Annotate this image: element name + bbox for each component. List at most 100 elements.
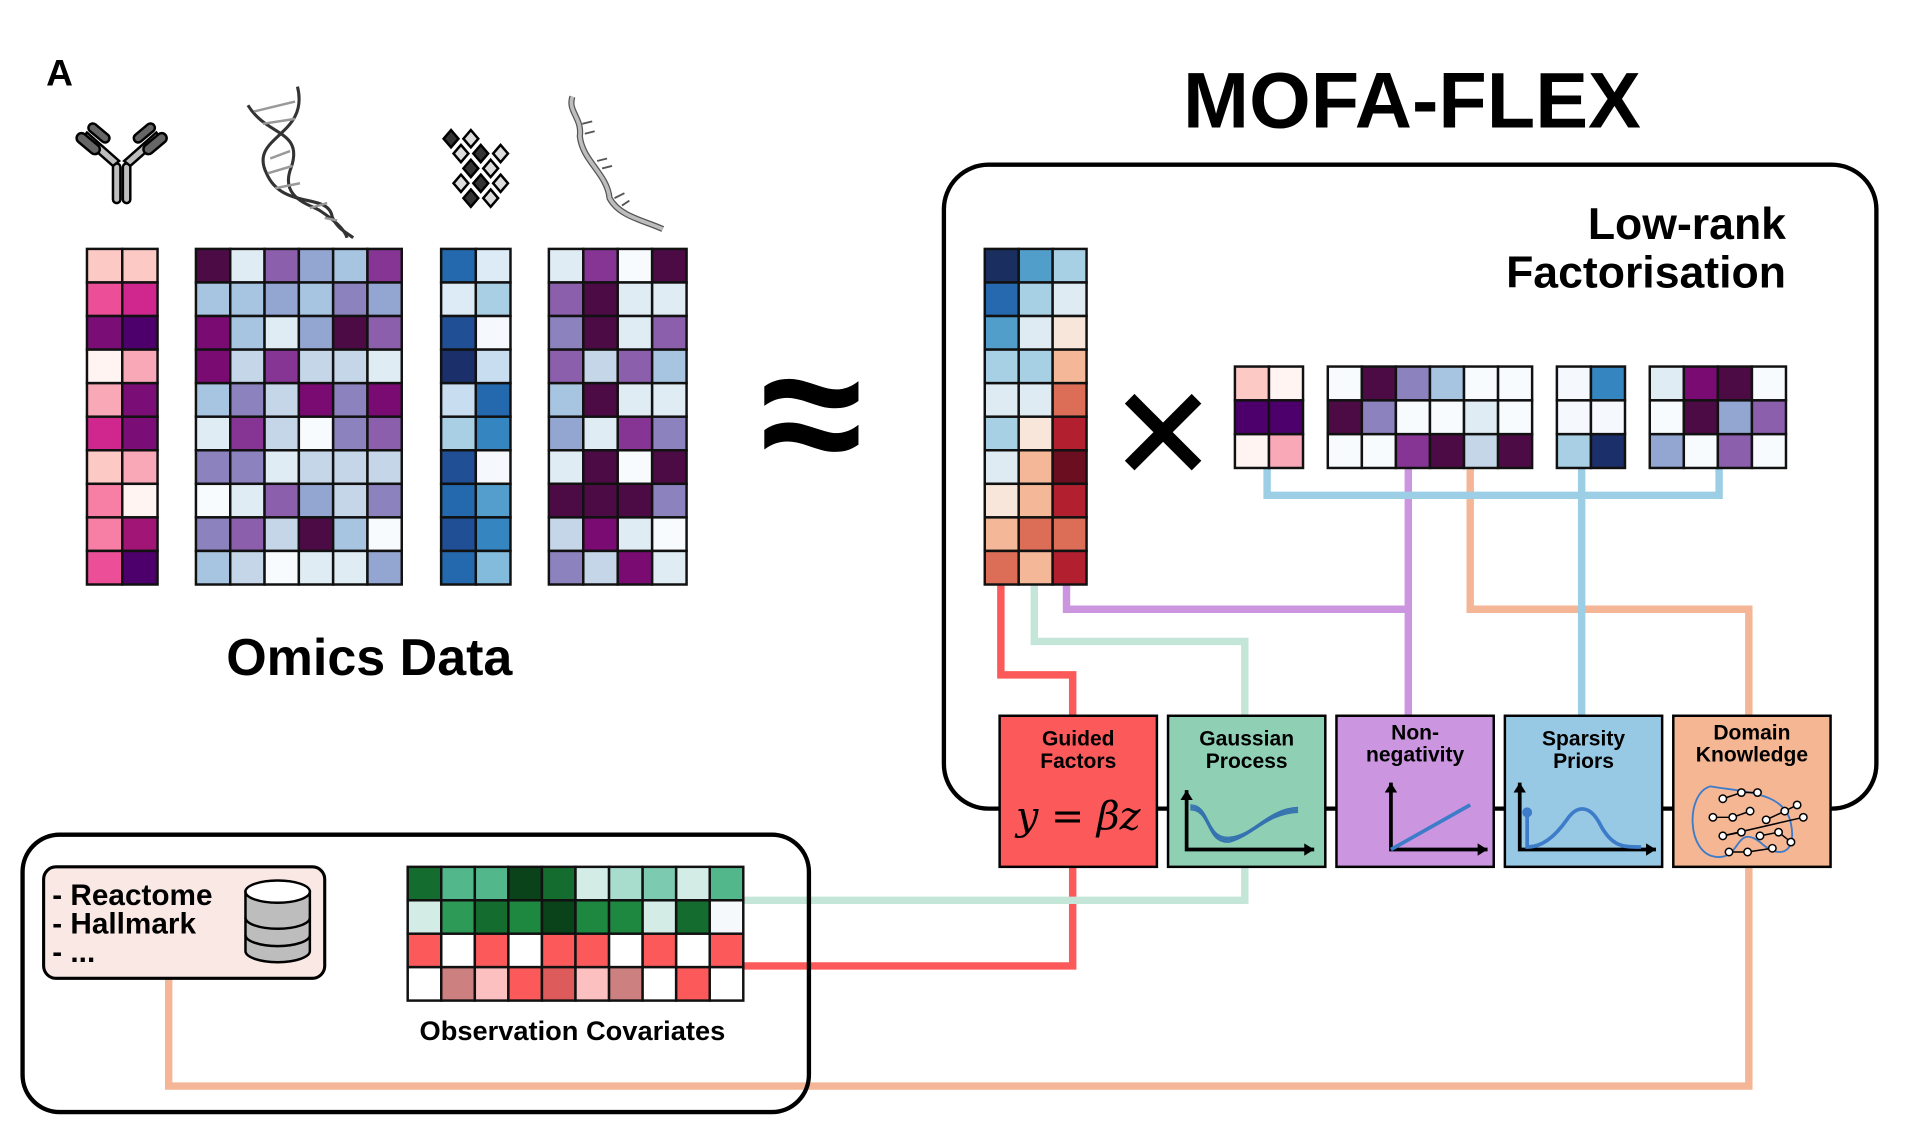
matrix-cell <box>229 348 266 385</box>
matrix-cell <box>474 516 512 553</box>
matrix-cell <box>366 247 403 284</box>
matrix-cell <box>1360 432 1398 470</box>
matrix-cell <box>1326 365 1364 402</box>
matrix-cell <box>1496 399 1534 436</box>
gp-sample-curve <box>1190 809 1299 843</box>
matrix-cell <box>650 482 688 519</box>
matrix-cell <box>263 247 301 284</box>
arrowheads <box>1384 782 1488 856</box>
matrix-cell <box>983 247 1020 284</box>
matrix-cell <box>263 381 301 418</box>
matrix-cell <box>1589 432 1627 470</box>
matrix-cell <box>1555 432 1593 470</box>
module-title-line2: Factors <box>1040 750 1116 773</box>
matrix-cell <box>1051 549 1088 586</box>
matrix-cell <box>674 932 711 969</box>
matrix-cell <box>474 549 512 586</box>
connector-purple <box>1062 468 1412 716</box>
matrix-cell <box>983 482 1020 519</box>
matrix-cell <box>616 348 654 385</box>
matrix-cell <box>582 247 619 284</box>
matrix-cell <box>650 381 688 418</box>
matrix-cell <box>616 549 654 586</box>
matrix-cell <box>547 314 585 351</box>
matrices <box>85 247 1788 1002</box>
matrix-cell <box>582 449 619 486</box>
linear-line <box>1390 803 1472 852</box>
matrix-cell <box>540 899 577 935</box>
matrix-cell <box>1394 365 1432 402</box>
network-node <box>1718 831 1728 841</box>
matrix-cell <box>194 314 232 351</box>
matrix-cell <box>1017 381 1054 418</box>
matrix-cell <box>1051 415 1088 452</box>
network-node <box>1774 827 1784 837</box>
matrix-cell <box>121 281 159 318</box>
matrix-cell <box>547 482 585 519</box>
matrix-cell <box>650 449 688 486</box>
matrix-cell <box>607 865 644 902</box>
matrix-cell <box>650 281 688 318</box>
covariates-matrix <box>406 865 745 1002</box>
matrix-cell <box>263 281 301 318</box>
matrix-cell <box>1716 365 1754 402</box>
matrix-cell <box>473 932 510 969</box>
matrix-cell <box>582 415 619 452</box>
matrix-cell <box>983 348 1020 385</box>
matrix-cell <box>331 449 369 486</box>
database-item-reactome: - Reactome <box>52 879 212 912</box>
matrix-cell <box>194 348 232 385</box>
matrix-cell <box>507 899 544 935</box>
matrix-cell <box>1428 432 1466 470</box>
matrix-cell <box>1051 449 1088 486</box>
matrix-cell <box>582 348 619 385</box>
spike-slab-curve <box>1525 807 1642 849</box>
database-icon <box>244 879 312 964</box>
matrix-cell <box>1682 399 1720 436</box>
matrix-cell <box>474 381 512 418</box>
network-node <box>1780 806 1790 816</box>
lattice-diamond <box>491 142 510 165</box>
matrix-cell <box>507 865 544 902</box>
matrix-cell <box>331 415 369 452</box>
connector-mint <box>743 584 1249 904</box>
matrix-cell <box>1051 516 1088 553</box>
network-node <box>1736 788 1746 798</box>
matrix-cell <box>574 865 611 902</box>
module-title-line1: Guided <box>1042 727 1115 750</box>
matrix-cell <box>1394 399 1432 436</box>
matrix-cell <box>473 899 510 935</box>
weights3-matrix <box>1555 365 1627 470</box>
matrix-cell <box>263 482 301 519</box>
factorisation-title-line2: Factorisation <box>1506 248 1786 297</box>
matrix-cell <box>1326 432 1364 470</box>
module-title-line1: Domain <box>1713 721 1790 744</box>
lattice-diamond <box>451 142 471 165</box>
matrix-cell <box>582 516 619 553</box>
matrix-cell <box>366 415 403 452</box>
matrix-cell <box>1017 348 1054 385</box>
matrix-cell <box>616 449 654 486</box>
matrix-cell <box>331 516 369 553</box>
matrix-cell <box>1233 365 1271 402</box>
matrix-cell <box>297 449 335 486</box>
matrix-cell <box>1428 365 1466 402</box>
network-node <box>1798 812 1808 822</box>
matrix-cell <box>1017 482 1054 519</box>
matrix-cell <box>1750 365 1788 402</box>
matrix-cell <box>616 281 654 318</box>
matrix-cell <box>1051 381 1088 418</box>
matrix-cell <box>582 281 619 318</box>
matrix-cell <box>406 932 443 969</box>
module-box <box>1166 714 1327 869</box>
matrix-cell <box>1648 399 1686 436</box>
matrix-cell <box>582 314 619 351</box>
network-node <box>1743 847 1753 857</box>
matrix-cell <box>331 381 369 418</box>
matrix-cell <box>297 381 335 418</box>
factorisation-title-line1: Low-rank <box>1588 200 1786 249</box>
matrix-cell <box>194 549 232 586</box>
matrix-cell <box>473 965 510 1002</box>
